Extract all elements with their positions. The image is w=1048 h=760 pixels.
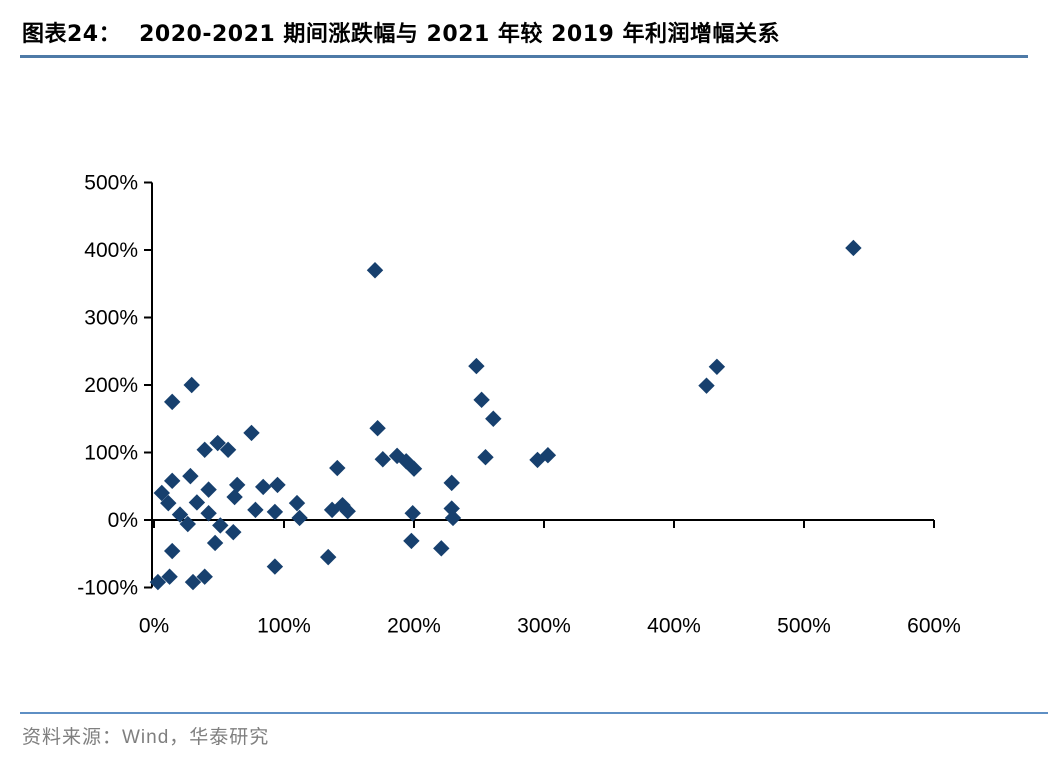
data-point-diamond [366, 262, 384, 279]
x-axis-tick-label: 500% [777, 615, 831, 638]
data-point-diamond [206, 534, 224, 552]
x-axis-tick-label: 300% [517, 615, 571, 638]
data-point-diamond [247, 501, 264, 519]
data-point-diamond [149, 573, 167, 591]
data-point-diamond [160, 494, 177, 512]
data-point-diamond [443, 474, 460, 492]
data-point-diamond [164, 472, 181, 490]
source-text: 资料来源：Wind，华泰研究 [22, 727, 270, 748]
data-point-diamond [334, 496, 351, 514]
data-point-diamond [468, 357, 485, 375]
data-point-diamond [184, 573, 202, 591]
title-underline [20, 55, 1028, 58]
data-point-diamond [243, 424, 260, 442]
data-point-diamond [200, 481, 217, 498]
data-point-diamond [698, 377, 715, 394]
data-point-diamond [369, 420, 386, 437]
data-point-diamond [405, 460, 423, 477]
data-point-diamond [433, 540, 450, 557]
x-axis-tick-label: 600% [907, 615, 961, 638]
data-point-diamond [708, 358, 726, 375]
data-point-diamond [164, 542, 181, 560]
data-point-diamond [219, 441, 237, 458]
data-point-diamond [196, 568, 213, 585]
data-point-diamond [444, 509, 462, 527]
data-point-diamond [291, 509, 308, 527]
data-point-diamond [196, 441, 213, 458]
footer-divider [20, 712, 1048, 714]
y-axis-tick-label: 0% [108, 509, 138, 532]
data-point-diamond [229, 476, 246, 494]
data-point-diamond [477, 449, 494, 466]
data-point-diamond [266, 558, 284, 575]
data-point-diamond [212, 517, 229, 534]
data-point-diamond [209, 434, 226, 452]
y-axis-tick-label: -100% [77, 577, 138, 600]
figure-label: 图表24： [22, 22, 122, 47]
data-point-diamond [403, 532, 420, 550]
data-point-diamond [183, 376, 200, 394]
data-point-diamond [404, 505, 421, 522]
y-axis-tick-label: 500% [84, 172, 138, 195]
data-point-diamond [200, 505, 217, 522]
y-axis-tick-label: 100% [84, 442, 138, 465]
y-axis-tick-label: 300% [84, 307, 138, 330]
x-axis-tick-label: 200% [387, 615, 441, 638]
x-axis-tick-label: 400% [647, 615, 701, 638]
data-point-diamond [329, 459, 346, 477]
data-point-diamond [320, 548, 337, 566]
data-point-diamond [269, 476, 286, 494]
data-point-diamond [845, 239, 862, 257]
data-point-diamond [226, 488, 243, 506]
x-axis-tick-label: 0% [139, 615, 169, 638]
data-point-diamond [374, 451, 391, 468]
data-point-diamond [171, 506, 189, 523]
data-point-diamond [179, 515, 196, 533]
y-axis-tick-label: 400% [84, 239, 138, 262]
data-point-diamond [473, 391, 490, 409]
data-point-diamond [485, 410, 502, 427]
figure-title-text: 2020-2021 期间涨跌幅与 2021 年较 2019 年利润增幅关系 [139, 22, 780, 47]
data-point-diamond [255, 478, 272, 496]
data-point-diamond [539, 447, 557, 464]
data-point-diamond [339, 503, 356, 520]
data-point-diamond [225, 523, 242, 541]
data-point-diamond [164, 393, 181, 411]
y-axis-tick-label: 200% [84, 374, 138, 397]
x-axis-tick-label: 100% [257, 615, 311, 638]
data-point-diamond [153, 484, 170, 502]
data-point-diamond [266, 503, 284, 521]
data-point-diamond [161, 568, 178, 585]
data-point-diamond [288, 494, 306, 512]
data-point-diamond [182, 467, 199, 485]
data-point-diamond [188, 494, 206, 511]
figure-title: 图表24： 2020-2021 期间涨跌幅与 2021 年较 2019 年利润增幅… [22, 16, 1028, 48]
